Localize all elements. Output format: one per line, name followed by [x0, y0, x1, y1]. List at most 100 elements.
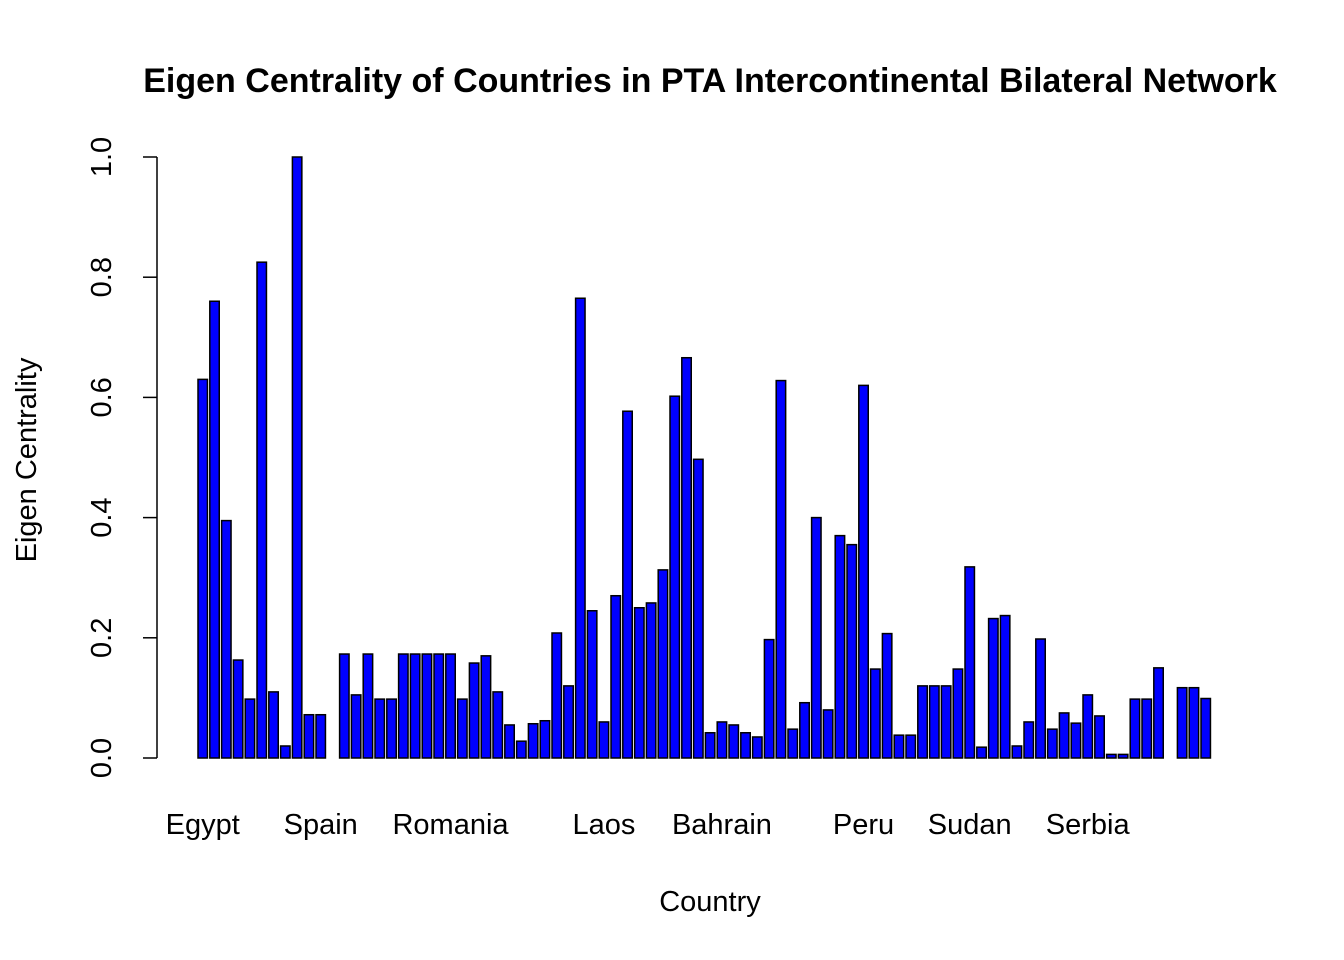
bar	[633, 607, 645, 759]
bar	[763, 638, 775, 759]
bar	[1070, 722, 1082, 759]
bar	[256, 261, 268, 759]
bar	[598, 721, 610, 759]
x-tick-labels: Egypt Spain Romania Laos Bahrain Peru Sudan Ser…	[166, 809, 1131, 841]
bar	[799, 701, 810, 759]
bar	[350, 694, 362, 759]
bar	[917, 685, 928, 759]
bar	[1141, 698, 1153, 759]
bar	[244, 698, 256, 759]
bar	[1011, 745, 1023, 759]
bar	[563, 685, 574, 759]
y-tick-label: 0.6	[86, 377, 118, 417]
bar	[1129, 698, 1141, 759]
y-axis-label: Eigen Centrality	[11, 357, 43, 562]
bar	[751, 736, 763, 759]
x-tick-label: Serbia	[1046, 809, 1131, 841]
bar	[940, 685, 952, 759]
bar	[976, 746, 987, 759]
x-tick-label: Spain	[284, 809, 358, 841]
bar	[869, 668, 881, 759]
bar	[999, 614, 1011, 759]
bar	[716, 721, 728, 759]
bar	[338, 653, 350, 759]
y-axis: 0.0 0.2 0.4 0.6 0.8 1.0	[86, 137, 158, 778]
bar	[433, 653, 445, 759]
bar	[220, 519, 232, 759]
bar	[303, 713, 315, 759]
x-axis-label: Country	[659, 886, 761, 918]
bar	[362, 653, 374, 759]
bar	[728, 724, 740, 759]
bars-group	[197, 156, 1212, 759]
bar	[669, 395, 681, 759]
bar	[834, 534, 846, 759]
bar	[893, 734, 905, 759]
bar	[1105, 753, 1117, 759]
x-tick-label: Egypt	[166, 809, 240, 841]
bar	[681, 356, 692, 759]
bar	[1035, 638, 1047, 759]
bar	[987, 617, 999, 759]
bar	[386, 698, 397, 759]
bar	[291, 156, 303, 759]
y-tick-label: 0.8	[86, 257, 118, 297]
bar	[657, 569, 669, 759]
bar	[1176, 686, 1188, 759]
bar	[209, 300, 221, 759]
bar	[468, 662, 480, 759]
bar	[374, 698, 386, 759]
bar	[858, 384, 869, 759]
bar	[197, 378, 209, 759]
bar	[445, 653, 456, 759]
bar	[492, 691, 504, 759]
x-tick-label: Laos	[572, 809, 635, 841]
bar	[1117, 753, 1129, 759]
bar	[456, 698, 468, 759]
bar	[622, 410, 633, 759]
bar	[421, 653, 433, 759]
bar	[952, 668, 964, 759]
x-tick-label: Peru	[833, 809, 894, 841]
bar	[810, 516, 822, 759]
bar	[397, 653, 409, 759]
bar	[787, 728, 799, 759]
bar	[1058, 712, 1070, 759]
bar	[1188, 686, 1200, 759]
bar	[740, 732, 751, 759]
x-tick-label: Romania	[392, 809, 509, 841]
bar	[574, 297, 586, 759]
y-tick-label: 0.2	[86, 618, 118, 658]
y-tick-label: 1.0	[86, 137, 118, 177]
bar	[964, 566, 976, 759]
bar	[822, 709, 834, 759]
bar	[905, 734, 917, 759]
bar	[610, 594, 622, 759]
bar	[539, 719, 551, 759]
bar	[1046, 728, 1058, 759]
bar	[1153, 667, 1165, 759]
bar	[315, 713, 327, 759]
bar	[480, 655, 492, 759]
bar	[232, 659, 244, 759]
x-tick-label: Bahrain	[672, 809, 772, 841]
bar	[586, 610, 598, 759]
bar	[645, 602, 657, 759]
bar	[692, 458, 704, 759]
bar	[1082, 694, 1094, 759]
bar	[1200, 697, 1212, 759]
bar	[268, 691, 279, 759]
bar	[527, 722, 539, 759]
chart-title: Eigen Centrality of Countries in PTA Int…	[143, 62, 1277, 100]
y-tick-label: 0.0	[86, 738, 118, 778]
bar	[846, 543, 858, 759]
bar	[515, 740, 527, 759]
bar	[551, 632, 563, 759]
bar	[409, 653, 421, 759]
bar	[928, 685, 940, 759]
bar	[1094, 715, 1106, 759]
bar	[881, 632, 893, 759]
x-tick-label: Sudan	[928, 809, 1012, 841]
bar	[279, 745, 291, 759]
